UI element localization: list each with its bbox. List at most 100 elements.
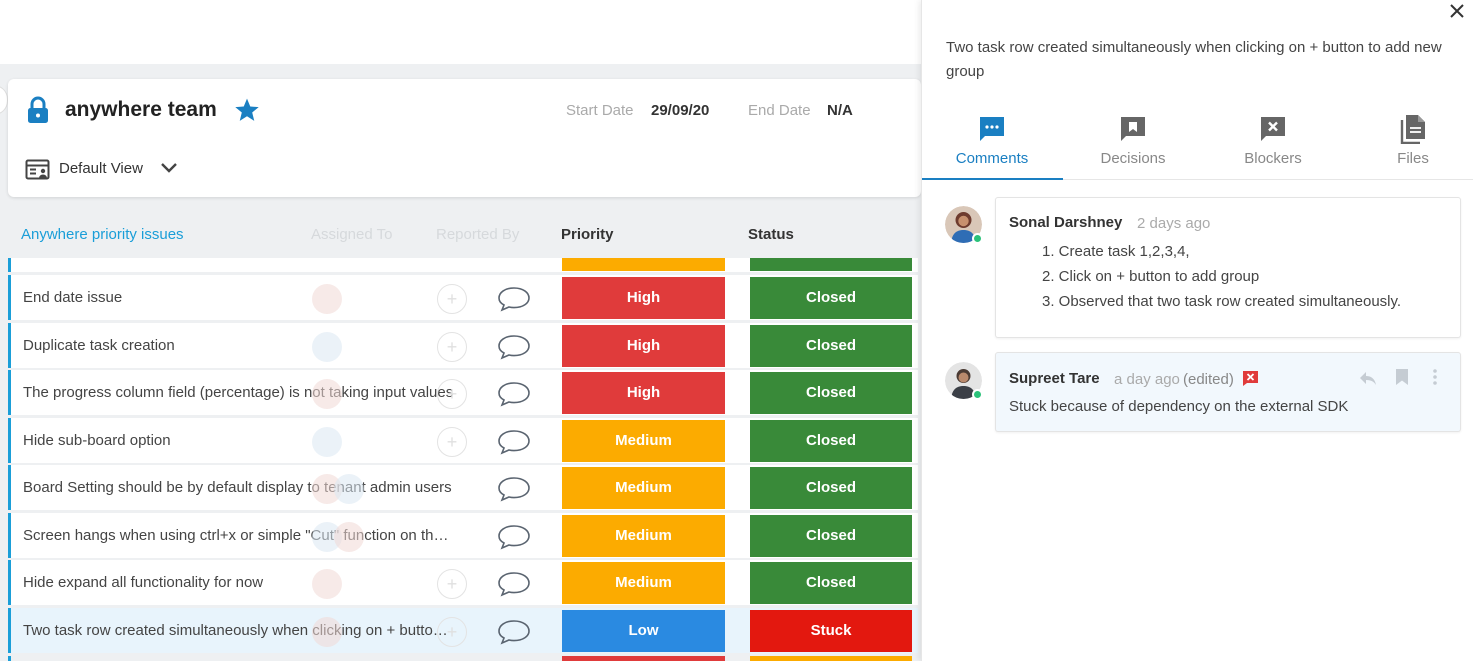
assignee-avatar[interactable]	[334, 474, 364, 504]
bookmark-icon[interactable]	[1392, 368, 1412, 386]
table-row[interactable]: Duplicate task creation + High Closed	[8, 323, 918, 368]
board-header	[8, 79, 921, 197]
comment-icon[interactable]	[497, 476, 531, 502]
start-date-value[interactable]: 29/09/20	[651, 102, 710, 119]
task-title[interactable]: End date issue	[23, 289, 123, 306]
comment-card: Sonal Darshney 2 days ago 1. Create task…	[995, 197, 1461, 338]
add-reporter-button[interactable]: +	[437, 379, 467, 409]
online-status-dot	[972, 389, 983, 400]
table-row[interactable]: Hide sub-board option + Medium Closed	[8, 418, 918, 463]
task-title[interactable]: Hide sub-board option	[23, 432, 171, 449]
assignee-avatar[interactable]	[312, 379, 342, 409]
list-item: 1. Create task 1,2,3,4,	[1042, 243, 1190, 260]
decisions-icon	[1121, 117, 1145, 141]
more-options-icon[interactable]	[1425, 368, 1445, 386]
comment-icon[interactable]	[497, 571, 531, 597]
task-title[interactable]: The progress column field (percentage) i…	[23, 384, 454, 401]
task-title[interactable]: Two task row created simultaneously when…	[23, 622, 455, 639]
priority-cell[interactable]: High	[562, 372, 725, 414]
assignee-avatar[interactable]	[334, 522, 364, 552]
table-row[interactable]: Screen hangs when using ctrl+x or simple…	[8, 513, 918, 558]
comment-icon[interactable]	[497, 286, 531, 312]
status-cell[interactable]: Closed	[750, 420, 912, 462]
comment-icon[interactable]	[497, 381, 531, 407]
add-reporter-button[interactable]: +	[437, 427, 467, 457]
priority-cell[interactable]: Medium	[562, 467, 725, 509]
tab-comments[interactable]: Comments	[922, 114, 1062, 180]
default-view-dropdown[interactable]: Default View	[59, 160, 143, 177]
add-reporter-button[interactable]: +	[437, 617, 467, 647]
comment-body: Stuck because of dependency on the exter…	[1009, 398, 1349, 415]
task-title[interactable]: Duplicate task creation	[23, 337, 175, 354]
board-title: anywhere team	[65, 98, 217, 121]
status-cell[interactable]: Closed	[750, 467, 912, 509]
comment-icon[interactable]	[497, 334, 531, 360]
priority-cell[interactable]: High	[562, 325, 725, 367]
comment-icon[interactable]	[497, 429, 531, 455]
column-priority[interactable]: Priority	[561, 226, 614, 243]
comment-icon[interactable]	[497, 524, 531, 550]
row-indicator	[8, 418, 11, 463]
row-indicator	[8, 323, 11, 368]
star-icon[interactable]	[234, 97, 260, 123]
table-row[interactable]: End date issue + High Closed	[8, 275, 918, 320]
add-reporter-button[interactable]: +	[437, 569, 467, 599]
task-title[interactable]: Screen hangs when using ctrl+x or simple…	[23, 527, 455, 544]
lock-icon	[28, 96, 48, 123]
view-icon	[25, 159, 50, 180]
status-cell[interactable]: Closed	[750, 277, 912, 319]
task-title[interactable]: Board Setting should be by default displ…	[23, 479, 452, 496]
status-cell[interactable]: Closed	[750, 515, 912, 557]
task-title[interactable]: Hide expand all functionality for now	[23, 574, 264, 591]
comment-icon[interactable]	[497, 619, 531, 645]
priority-cell[interactable]: Medium	[562, 420, 725, 462]
status-cell	[750, 656, 912, 661]
priority-cell	[562, 656, 725, 661]
row-indicator	[8, 275, 11, 320]
row-indicator	[8, 258, 11, 272]
table-row[interactable]: Hide expand all functionality for now + …	[8, 560, 918, 605]
tab-blockers[interactable]: Blockers	[1203, 114, 1343, 180]
blocker-badge-icon	[1243, 371, 1258, 386]
chevron-down-icon[interactable]	[160, 161, 178, 175]
panel-task-title[interactable]: Two task row created simultaneously when…	[946, 39, 1442, 80]
assignee-avatar[interactable]	[312, 427, 342, 457]
status-cell[interactable]: Closed	[750, 562, 912, 604]
comment-author[interactable]: Supreet Tare	[1009, 370, 1100, 387]
end-date-value[interactable]: N/A	[827, 102, 853, 119]
priority-cell[interactable]: Medium	[562, 562, 725, 604]
blockers-icon	[1261, 117, 1285, 141]
comment-card: Supreet Tare a day ago (edited) Stuck be…	[995, 352, 1461, 432]
add-reporter-button[interactable]: +	[437, 332, 467, 362]
status-cell[interactable]: Closed	[750, 372, 912, 414]
table-row[interactable]: The progress column field (percentage) i…	[8, 370, 918, 415]
files-icon	[1400, 115, 1425, 144]
comment-author[interactable]: Sonal Darshney	[1009, 214, 1123, 231]
table-row[interactable]: Board Setting should be by default displ…	[8, 465, 918, 510]
priority-cell[interactable]: High	[562, 277, 725, 319]
group-title[interactable]: Anywhere priority issues	[21, 226, 184, 243]
comment-timestamp: 2 days ago	[1137, 215, 1211, 232]
assignee-avatar[interactable]	[312, 569, 342, 599]
status-cell[interactable]: Stuck	[750, 610, 912, 652]
tab-label: Files	[1397, 150, 1429, 167]
reply-icon[interactable]	[1358, 369, 1378, 387]
assignee-avatar[interactable]	[312, 332, 342, 362]
tab-decisions[interactable]: Decisions	[1063, 114, 1203, 180]
priority-cell[interactable]: Low	[562, 610, 725, 652]
add-reporter-button[interactable]: +	[437, 284, 467, 314]
assignee-avatar[interactable]	[312, 617, 342, 647]
online-status-dot	[972, 233, 983, 244]
list-item: 2. Click on + button to add group	[1042, 268, 1260, 285]
column-status[interactable]: Status	[748, 226, 794, 243]
row-indicator	[8, 465, 11, 510]
comment-body: 1. Create task 1,2,3,4, 2. Click on + bu…	[1042, 243, 1401, 318]
tab-files[interactable]: Files	[1343, 114, 1473, 180]
status-cell	[750, 258, 912, 271]
priority-cell[interactable]: Medium	[562, 515, 725, 557]
table-row-selected[interactable]: Two task row created simultaneously when…	[8, 608, 918, 653]
assignee-avatar[interactable]	[312, 284, 342, 314]
active-tab-indicator	[922, 178, 1063, 180]
status-cell[interactable]: Closed	[750, 325, 912, 367]
close-icon[interactable]	[1449, 3, 1465, 19]
